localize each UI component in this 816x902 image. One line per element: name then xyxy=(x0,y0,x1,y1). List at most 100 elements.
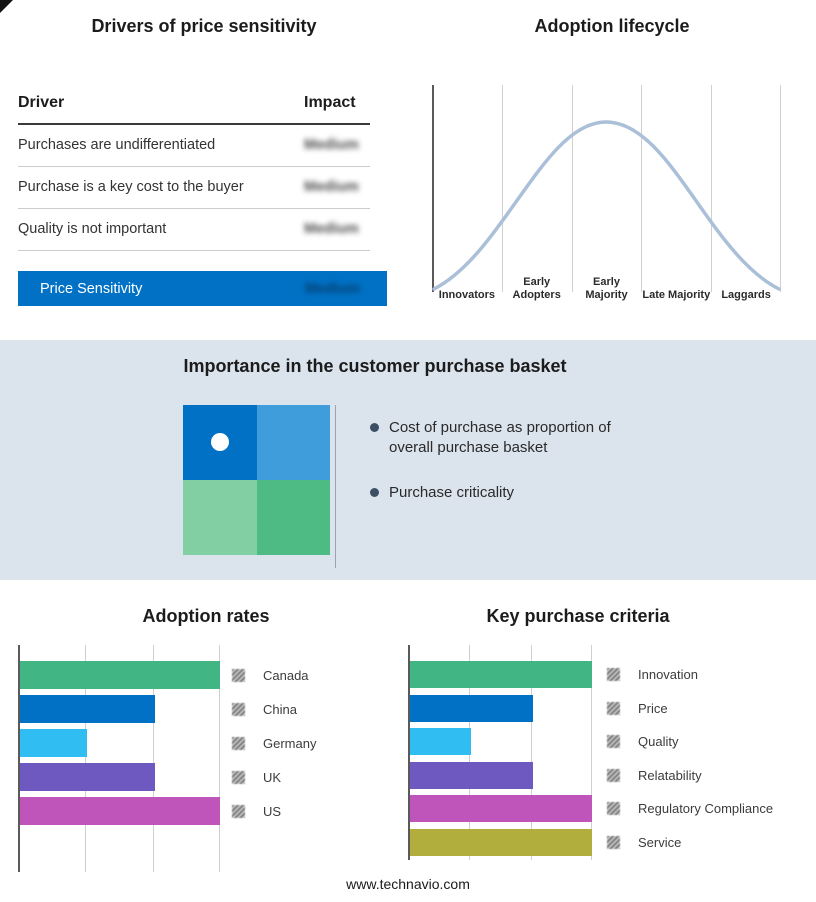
stage-label: Early Adopters xyxy=(512,276,561,301)
legend-label: UK xyxy=(263,769,282,785)
lifecycle-stage-labels: Innovators Early Adopters Early Majority… xyxy=(432,276,781,301)
legend-item: Service xyxy=(607,826,773,860)
gridline xyxy=(571,85,573,292)
basket-band xyxy=(0,340,816,580)
legend-label: US xyxy=(263,803,282,819)
bullet-item: Cost of purchase as proportion of overal… xyxy=(370,418,645,459)
y-axis-line xyxy=(432,85,434,292)
bullet-text: Purchase criticality xyxy=(389,483,515,501)
adoption-curve xyxy=(432,120,781,291)
hatch-swatch-icon xyxy=(607,802,620,816)
gridline xyxy=(501,85,503,292)
lifecycle-title: Adoption lifecycle xyxy=(534,16,690,36)
key-purchase-criteria-legend: Innovation Price Quality Relatability Re… xyxy=(607,645,773,859)
bar-regulatory-compliance xyxy=(410,795,592,823)
legend-label: China xyxy=(263,701,297,717)
bar-china xyxy=(20,695,155,723)
legend-label: Service xyxy=(638,834,682,850)
hatch-swatch-icon xyxy=(232,736,245,750)
bar-relatability xyxy=(410,761,533,789)
hatch-swatch-icon xyxy=(607,668,620,682)
quadrant-cell-bottom-left xyxy=(183,480,257,555)
legend-item: Quality xyxy=(607,725,773,759)
adoption-rates-plot xyxy=(18,645,220,872)
adoption-rates-legend: Canada China Germany UK US xyxy=(232,645,316,828)
quadrant-matrix xyxy=(183,405,330,555)
adoption-curve-path xyxy=(432,120,781,291)
impact-value: Medium xyxy=(304,221,359,237)
gridline xyxy=(530,645,532,860)
legend-label: Canada xyxy=(263,667,309,683)
key-purchase-criteria-title: Key purchase criteria xyxy=(486,606,670,626)
key-purchase-criteria-bars xyxy=(408,645,592,859)
hatch-swatch-icon xyxy=(607,735,620,749)
legend-item: UK xyxy=(232,760,316,794)
key-purchase-criteria-plot xyxy=(408,645,593,860)
legend-item: Germany xyxy=(232,726,316,760)
quadrant-cell-top-right xyxy=(256,405,330,480)
legend-label: Innovation xyxy=(638,667,698,683)
position-dot xyxy=(211,433,229,451)
bar-innovation xyxy=(410,661,592,689)
hatch-swatch-icon xyxy=(232,702,245,716)
price-sensitivity-label: Price Sensitivity xyxy=(40,280,143,297)
basket-bullet-list: Cost of purchase as proportion of overal… xyxy=(370,418,645,527)
bar-us xyxy=(20,797,220,825)
legend-label: Relatability xyxy=(638,767,702,783)
impact-value: Medium xyxy=(304,137,359,153)
basket-title: Importance in the customer purchase bask… xyxy=(183,356,567,376)
bullet-text: Cost of purchase as proportion of overal… xyxy=(389,419,611,457)
bar-uk xyxy=(20,763,155,791)
legend-item: Canada xyxy=(232,658,316,692)
quadrant-cell-bottom-right xyxy=(256,480,330,555)
bar-price xyxy=(410,694,533,722)
table-row: Purchase is a key cost to the buyer Medi… xyxy=(18,166,370,209)
stage-label: Laggards xyxy=(721,288,771,301)
gridline xyxy=(152,645,154,872)
y-axis-line xyxy=(408,645,410,860)
legend-item: Relatability xyxy=(607,759,773,793)
driver-column-header: Driver xyxy=(18,94,65,111)
hatch-swatch-icon xyxy=(232,668,245,682)
legend-label: Regulatory Compliance xyxy=(638,801,774,817)
bar-germany xyxy=(20,729,88,757)
legend-item: US xyxy=(232,794,316,828)
bullet-icon xyxy=(370,487,379,497)
stage-label: Innovators xyxy=(438,288,496,301)
gridline xyxy=(218,645,220,872)
legend-label: Price xyxy=(638,700,668,716)
legend-item: Regulatory Compliance xyxy=(607,792,773,826)
legend-label: Quality xyxy=(638,734,679,750)
y-axis-line xyxy=(18,645,20,872)
gridline xyxy=(641,85,643,292)
driver-label: Purchases are undifferentiated xyxy=(18,137,216,153)
bar-quality xyxy=(410,728,472,756)
gridline xyxy=(780,85,781,292)
hatch-swatch-icon xyxy=(607,768,620,782)
footer-url: www.technavio.com xyxy=(346,876,470,892)
corner-mark xyxy=(0,0,13,13)
bullet-item: Purchase criticality xyxy=(370,483,645,503)
price-sensitivity-row: Price Sensitivity Medium xyxy=(18,271,387,306)
adoption-rates-bars xyxy=(18,645,220,828)
gridline xyxy=(591,645,593,860)
legend-item: Innovation xyxy=(607,658,773,692)
table-row: Purchases are undifferentiated Medium xyxy=(18,124,370,167)
legend-item: Price xyxy=(607,692,773,726)
impact-column-header: Impact xyxy=(304,94,356,111)
gridline xyxy=(85,645,87,872)
gridline xyxy=(711,85,713,292)
table-row: Quality is not important Medium xyxy=(18,208,370,251)
hatch-swatch-icon xyxy=(607,835,620,849)
bar-canada xyxy=(20,661,220,689)
adoption-rates-title: Adoption rates xyxy=(142,606,270,626)
price-sensitivity-value: Medium xyxy=(305,280,360,297)
driver-label: Quality is not important xyxy=(18,221,167,237)
bullet-icon xyxy=(370,423,379,432)
bar-service xyxy=(410,828,592,856)
stage-label: Late Majority xyxy=(642,288,711,301)
hatch-swatch-icon xyxy=(232,804,245,818)
driver-label: Purchase is a key cost to the buyer xyxy=(18,179,244,195)
lifecycle-plot xyxy=(432,85,781,292)
